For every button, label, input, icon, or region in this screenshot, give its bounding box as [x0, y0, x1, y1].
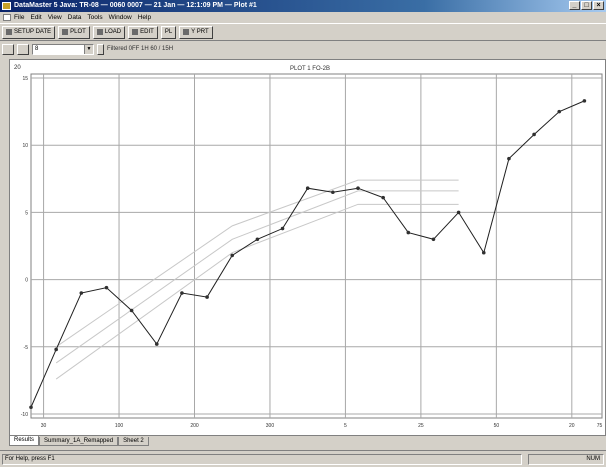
filter-toggle[interactable]: [97, 43, 104, 55]
document-icon[interactable]: [3, 14, 11, 21]
y-tick-label: 0: [25, 278, 28, 284]
chevron-down-icon[interactable]: ▼: [84, 44, 93, 54]
toolbar: SETUP DATE PLOT LOAD EDIT PL Y PRT: [0, 23, 606, 41]
data-point: [230, 253, 235, 258]
data-point: [79, 291, 84, 295]
x-tick-label: 30: [41, 423, 47, 429]
pl-button[interactable]: PL: [160, 25, 177, 39]
series-line: [30, 100, 585, 408]
tab-summary[interactable]: Summary_1A_Remapped: [39, 437, 119, 446]
data-point: [507, 156, 511, 161]
data-point: [305, 186, 310, 191]
status-text: For Help, press F1: [2, 454, 522, 465]
menu-view[interactable]: View: [47, 14, 62, 21]
prev-button[interactable]: [2, 43, 14, 55]
tab-results[interactable]: Results: [9, 436, 40, 446]
selector-bar: 8 ▼ Filtered 0FF 1H 60 / 15H: [0, 41, 606, 57]
edit-icon: [132, 29, 139, 35]
x-tick-label: 100: [115, 423, 124, 429]
setup-icon: [6, 29, 12, 35]
reference-line: [55, 203, 459, 380]
x-tick-label: 200: [190, 423, 199, 429]
series-select-value: 8: [35, 45, 39, 52]
data-point: [431, 237, 436, 242]
setup-date-label: SETUP DATE: [14, 28, 52, 35]
y-tick-label: 5: [25, 210, 28, 216]
data-point: [582, 99, 587, 103]
chart-title: PLOT 1 FO-2B: [290, 66, 330, 72]
x-tick-label: 75: [597, 423, 603, 429]
y-tick-label: -5: [24, 345, 29, 351]
edit-button[interactable]: EDIT: [128, 25, 158, 39]
menu-tools[interactable]: Tools: [87, 14, 103, 21]
status-indicator: NUM: [528, 454, 604, 465]
data-point: [331, 190, 335, 195]
menu-help[interactable]: Help: [137, 14, 152, 21]
menu-window[interactable]: Window: [108, 14, 132, 21]
series-select[interactable]: 8 ▼: [32, 43, 94, 55]
data-point: [456, 210, 461, 215]
data-point: [481, 250, 486, 255]
load-label: LOAD: [104, 28, 122, 35]
menu-file[interactable]: File: [14, 14, 25, 21]
minimize-button[interactable]: _: [569, 1, 580, 10]
data-point: [205, 295, 209, 299]
close-button[interactable]: ×: [593, 1, 604, 10]
load-icon: [96, 29, 103, 35]
window-controls: _ □ ×: [569, 1, 604, 10]
sheet-tabs: Results Summary_1A_Remapped Sheet 2: [9, 436, 606, 446]
y-tick-label: -10: [21, 412, 28, 418]
data-point: [280, 226, 285, 231]
load-button[interactable]: LOAD: [92, 25, 126, 39]
data-point: [129, 308, 134, 313]
data-point: [381, 195, 385, 200]
data-point: [104, 285, 109, 290]
window-title: DataMaster 5 Java: TR-08 — 0060 0007 — 2…: [14, 2, 257, 9]
x-tick-label: 50: [494, 423, 500, 429]
setup-date-button[interactable]: SETUP DATE: [2, 25, 56, 39]
menu-edit[interactable]: Edit: [30, 14, 42, 21]
status-bar: For Help, press F1 NUM: [0, 450, 606, 467]
data-point: [356, 186, 360, 191]
filter-label: Filtered 0FF 1H 60 / 15H: [107, 46, 174, 52]
data-point: [180, 291, 184, 295]
y-tick-label: 10: [22, 143, 28, 149]
plot-frame: [30, 73, 603, 419]
y-max-label: 20: [14, 65, 21, 71]
data-point: [406, 230, 411, 235]
data-point: [54, 347, 58, 352]
data-point: [532, 132, 536, 137]
data-point: [255, 237, 260, 242]
pl-label: PL: [164, 28, 173, 35]
reference-line: [55, 190, 459, 364]
chart-panel[interactable]: PLOT 1 FO-2B 20 15 10 5 0 -5 -10 30 100 200 300 5 2…: [9, 59, 606, 436]
app-icon: [2, 2, 11, 10]
title-bar[interactable]: DataMaster 5 Java: TR-08 — 0060 0007 — 2…: [0, 0, 606, 12]
data-point: [29, 405, 33, 410]
menu-data[interactable]: Data: [67, 14, 82, 21]
tab-sheet-2[interactable]: Sheet 2: [118, 437, 149, 446]
menu-bar: File Edit View Data Tools Window Help: [0, 12, 606, 23]
maximize-button[interactable]: □: [581, 1, 592, 10]
data-point: [154, 342, 159, 346]
print-label: Y PRT: [191, 28, 209, 35]
data-point: [557, 109, 562, 114]
plot-button[interactable]: PLOT: [58, 25, 90, 39]
x-tick-label: 300: [266, 423, 275, 429]
print-icon: [183, 29, 190, 35]
x-tick-label: 5: [344, 423, 347, 429]
plot-label: PLOT: [70, 28, 86, 35]
print-button[interactable]: Y PRT: [179, 25, 213, 39]
x-tick-label: 25: [418, 423, 424, 429]
reference-line: [55, 179, 459, 348]
edit-label: EDIT: [140, 28, 154, 35]
next-button[interactable]: [17, 43, 29, 55]
y-tick-label: 15: [22, 76, 28, 82]
plot-icon: [62, 29, 69, 35]
x-tick-label: 20: [569, 423, 575, 429]
